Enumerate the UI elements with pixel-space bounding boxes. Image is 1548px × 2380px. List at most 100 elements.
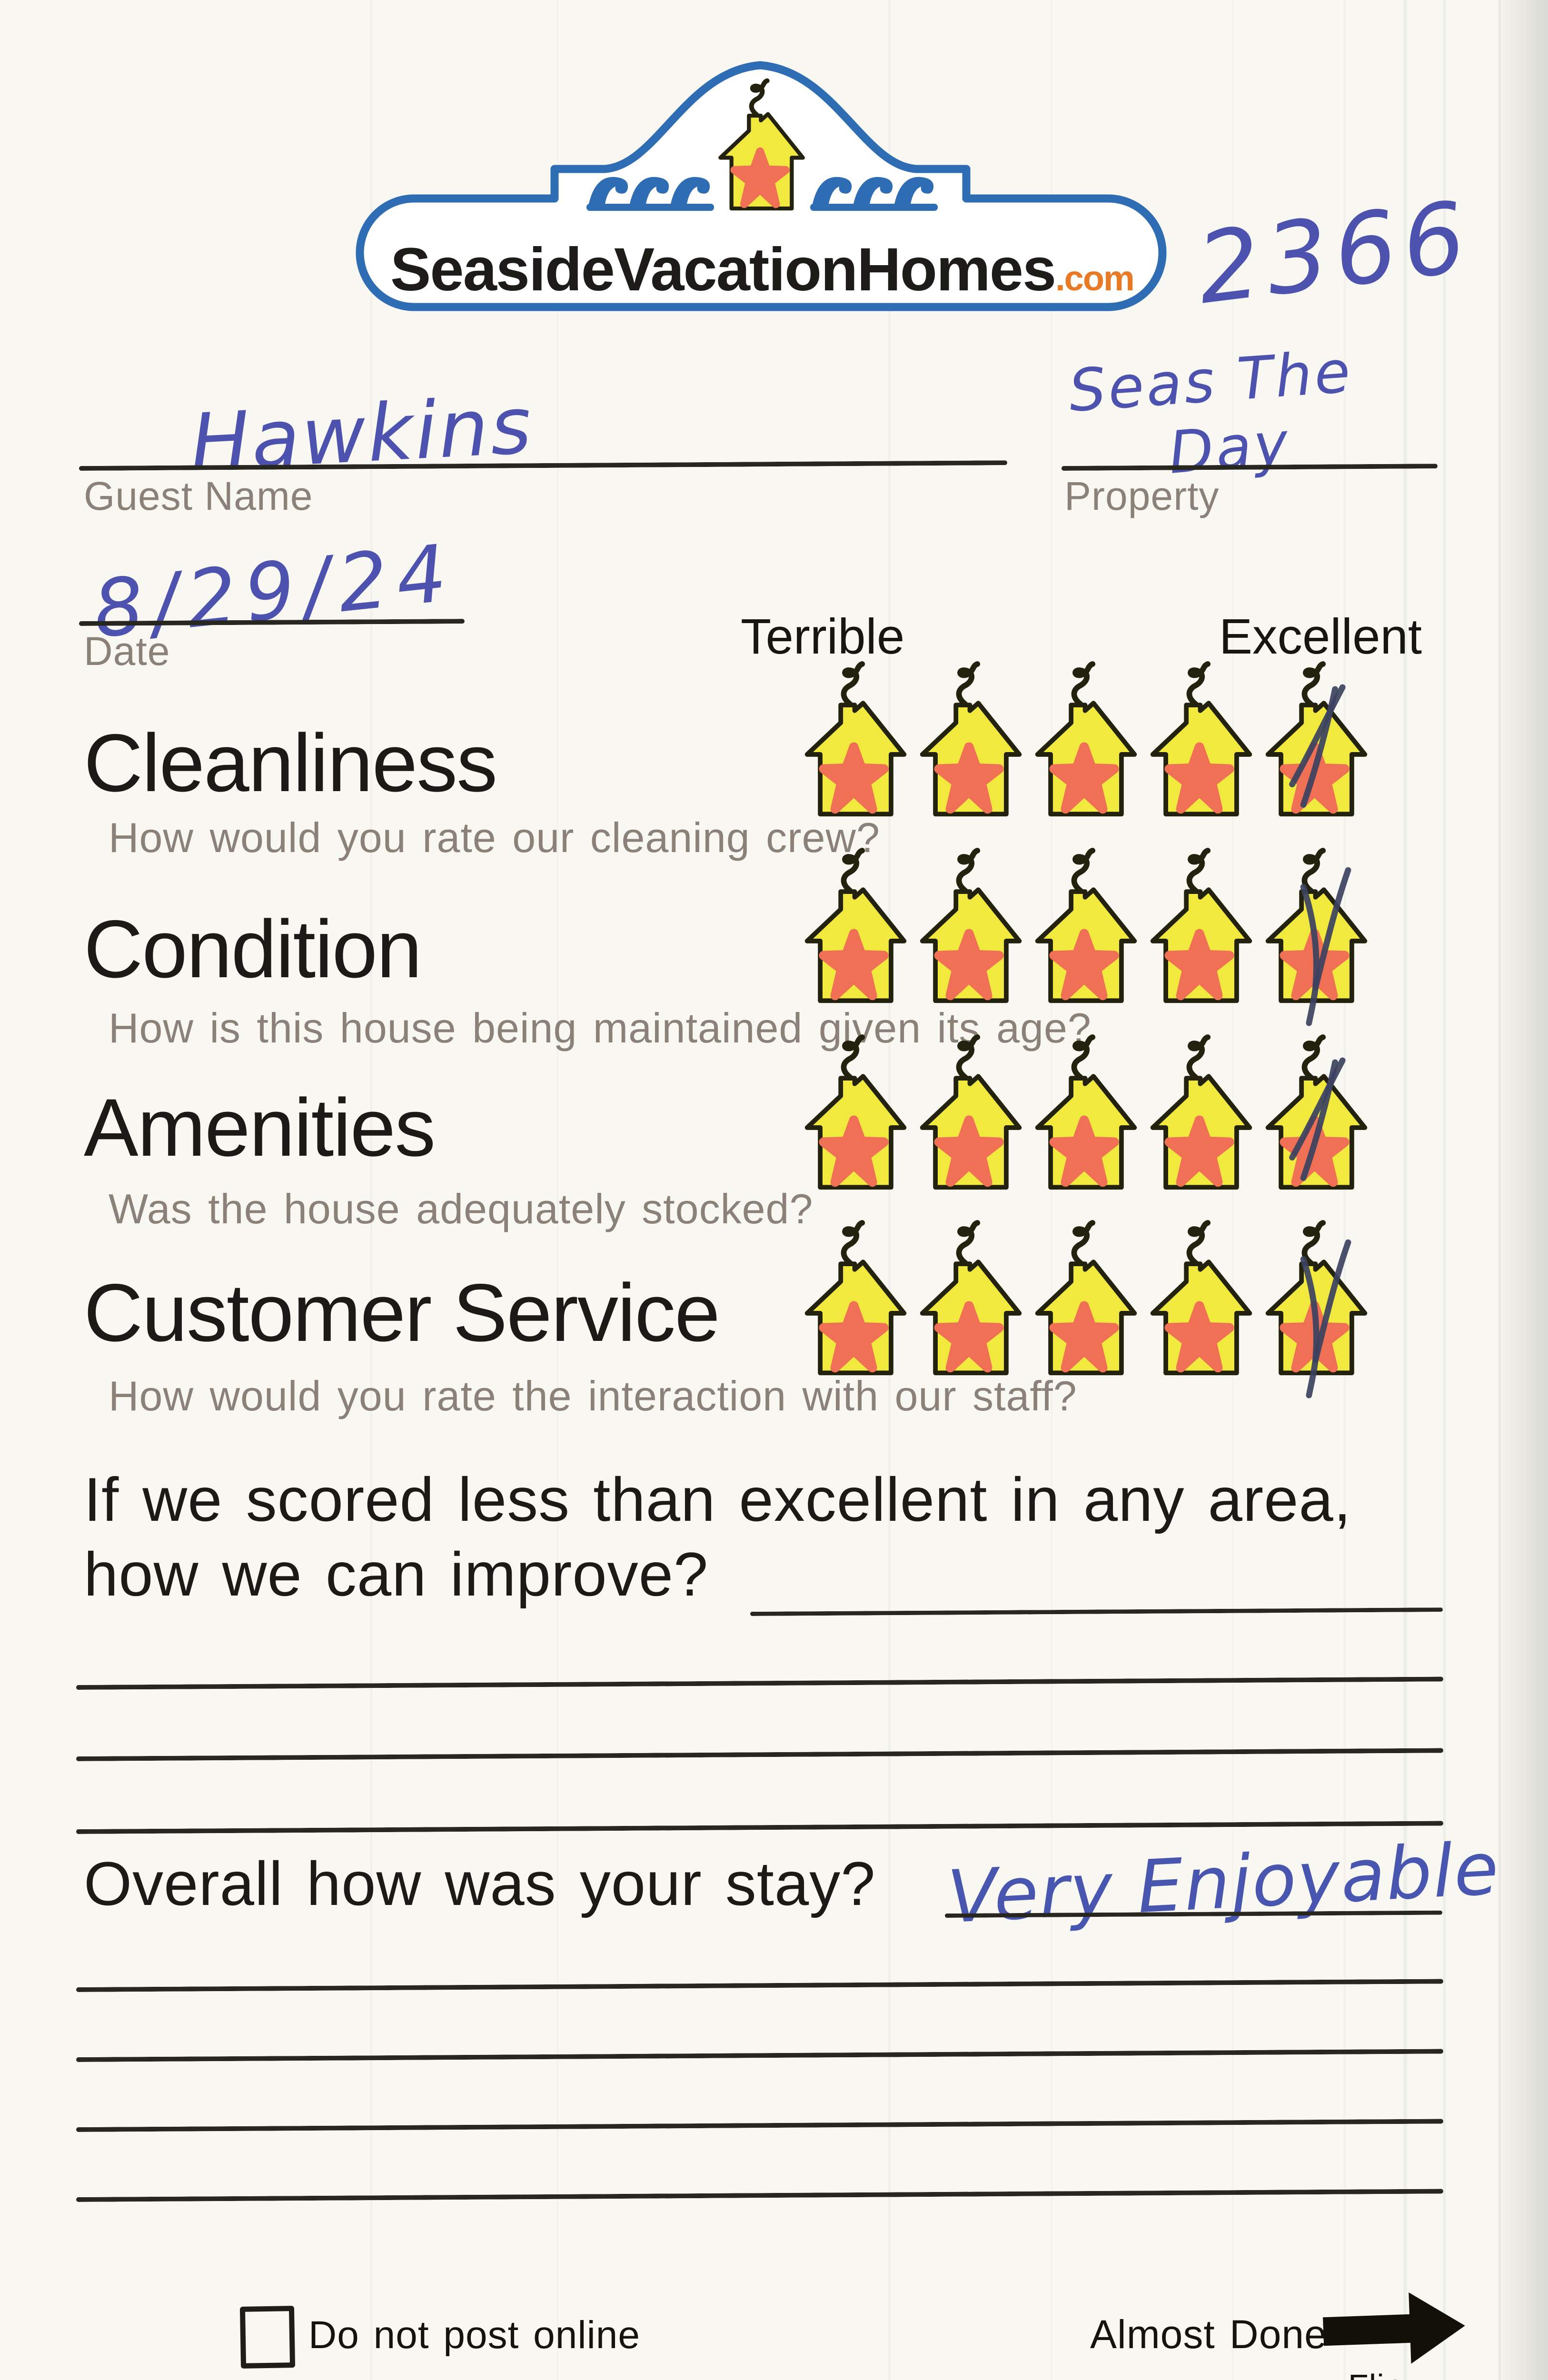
chimney-smoke-icon xyxy=(841,661,865,707)
chimney-smoke-icon xyxy=(1186,848,1211,894)
logo-brand-text: SeasideVacationHomes.com xyxy=(390,236,1134,304)
chimney-smoke-icon xyxy=(1186,1220,1211,1266)
chimney-smoke-icon xyxy=(1301,1220,1326,1266)
starfish-icon xyxy=(1164,1301,1234,1373)
wave-icon-right xyxy=(810,177,938,211)
logo-house-icon xyxy=(714,78,809,216)
overall-prompt: Overall how was your stay? xyxy=(84,1849,876,1918)
chimney-smoke-icon xyxy=(749,78,770,118)
do-not-post-checkbox[interactable] xyxy=(239,2306,296,2369)
do-not-post-label: Do not post online xyxy=(308,2313,641,2357)
chimney-smoke-icon xyxy=(841,848,865,894)
chimney-smoke-icon xyxy=(1186,1034,1211,1081)
starfish-icon xyxy=(819,1115,889,1187)
rating-house-amenities-5[interactable] xyxy=(1260,1034,1372,1193)
starfish-icon xyxy=(934,1115,1004,1187)
improve-answer-line-3[interactable] xyxy=(76,1748,1443,1761)
scan-edge-band xyxy=(1502,0,1548,2380)
rating-house-condition-3[interactable] xyxy=(1030,848,1142,1006)
handwritten-property-line2: Day xyxy=(1166,409,1293,487)
improve-answer-line-4[interactable] xyxy=(76,1821,1443,1834)
scan-streak xyxy=(1051,0,1052,2380)
starfish-icon xyxy=(730,147,790,208)
extra-answer-line-1[interactable] xyxy=(76,1979,1443,1992)
flip-arrow-icon xyxy=(1322,2282,1466,2380)
rating-house-amenities-3[interactable] xyxy=(1030,1034,1142,1193)
rating-label-customer-service: Customer Service xyxy=(84,1267,720,1359)
rating-house-condition-2[interactable] xyxy=(915,848,1027,1006)
chimney-smoke-icon xyxy=(1186,661,1211,707)
starfish-icon xyxy=(1164,742,1234,814)
scan-streak xyxy=(1403,0,1407,2380)
rating-house-cleanliness-5[interactable] xyxy=(1260,661,1372,820)
guest-name-label: Guest Name xyxy=(84,474,313,518)
rating-house-amenities-2[interactable] xyxy=(915,1034,1027,1193)
flip-label: Flip xyxy=(1348,2370,1404,2380)
starfish-icon xyxy=(1164,1115,1234,1187)
rating-house-cleanliness-3[interactable] xyxy=(1030,661,1142,820)
rating-house-customer-service-5[interactable] xyxy=(1260,1220,1372,1398)
chimney-smoke-icon xyxy=(1071,1034,1096,1081)
rating-house-amenities-4[interactable] xyxy=(1145,1034,1257,1193)
scan-streak xyxy=(1344,0,1346,2380)
rating-question-amenities: Was the house adequately stocked? xyxy=(109,1185,814,1232)
rating-house-customer-service-2[interactable] xyxy=(915,1220,1027,1378)
logo: SeasideVacationHomes.com xyxy=(352,61,1176,327)
scan-streak xyxy=(557,0,558,2380)
rating-house-cleanliness-4[interactable] xyxy=(1145,661,1257,820)
rating-houses-amenities xyxy=(800,1034,1376,1193)
chimney-smoke-icon xyxy=(1071,1220,1096,1266)
handwritten-overall-answer: Very Enjoyable xyxy=(945,1826,1502,1940)
date-label: Date xyxy=(84,629,170,674)
chimney-smoke-icon xyxy=(956,1034,981,1081)
starfish-icon xyxy=(934,929,1004,1001)
chimney-smoke-icon xyxy=(1301,848,1326,894)
rating-house-amenities-1[interactable] xyxy=(800,1034,912,1193)
handwritten-property-line1: Seas The xyxy=(1066,337,1355,425)
rating-house-customer-service-4[interactable] xyxy=(1145,1220,1257,1378)
property-label: Property xyxy=(1064,474,1220,518)
starfish-icon xyxy=(934,742,1004,814)
extra-answer-line-3[interactable] xyxy=(76,2119,1443,2132)
starfish-icon xyxy=(1049,929,1119,1001)
chimney-smoke-icon xyxy=(956,661,981,707)
rating-house-condition-5[interactable] xyxy=(1260,848,1372,1026)
scan-streak xyxy=(1232,0,1233,2380)
rating-house-cleanliness-1[interactable] xyxy=(800,661,912,820)
scan-streak xyxy=(1498,0,1501,2380)
rating-question-condition: How is this house being maintained given… xyxy=(109,1004,1092,1051)
scan-streak xyxy=(888,0,891,2380)
rating-house-condition-1[interactable] xyxy=(800,848,912,1006)
almost-done-label: Almost Done xyxy=(1090,2312,1327,2357)
starfish-icon xyxy=(1049,1301,1119,1373)
improve-prompt-line2: how we can improve? xyxy=(84,1539,709,1609)
handwritten-unit-number: 2366 xyxy=(1191,180,1479,327)
rating-house-customer-service-1[interactable] xyxy=(800,1220,912,1378)
rating-label-condition: Condition xyxy=(84,903,422,995)
chimney-smoke-icon xyxy=(1301,1034,1326,1081)
scale-label-excellent: Excellent xyxy=(1219,609,1422,664)
starfish-icon xyxy=(819,1301,889,1373)
improve-answer-line-2[interactable] xyxy=(76,1676,1443,1690)
starfish-icon xyxy=(1164,929,1234,1001)
starfish-icon xyxy=(1049,742,1119,814)
chimney-smoke-icon xyxy=(841,1034,865,1081)
rating-house-condition-4[interactable] xyxy=(1145,848,1257,1006)
extra-answer-line-2[interactable] xyxy=(76,2049,1443,2062)
rating-label-cleanliness: Cleanliness xyxy=(84,717,497,809)
scan-streak xyxy=(1443,0,1446,2380)
improve-answer-line-inline[interactable] xyxy=(750,1607,1443,1616)
starfish-icon xyxy=(934,1301,1004,1373)
rating-house-cleanliness-2[interactable] xyxy=(915,661,1027,820)
rating-question-customer-service: How would you rate the interaction with … xyxy=(109,1372,1077,1419)
extra-answer-line-4[interactable] xyxy=(76,2189,1443,2202)
rating-houses-customer-service xyxy=(800,1220,1376,1398)
chimney-smoke-icon xyxy=(956,1220,981,1266)
scale-label-terrible: Terrible xyxy=(741,609,905,664)
rating-houses-condition xyxy=(800,848,1376,1026)
chimney-smoke-icon xyxy=(956,848,981,894)
rating-house-customer-service-3[interactable] xyxy=(1030,1220,1142,1378)
rating-houses-cleanliness xyxy=(800,661,1376,820)
scan-streak xyxy=(370,0,372,2380)
wave-icon-left xyxy=(586,177,714,211)
